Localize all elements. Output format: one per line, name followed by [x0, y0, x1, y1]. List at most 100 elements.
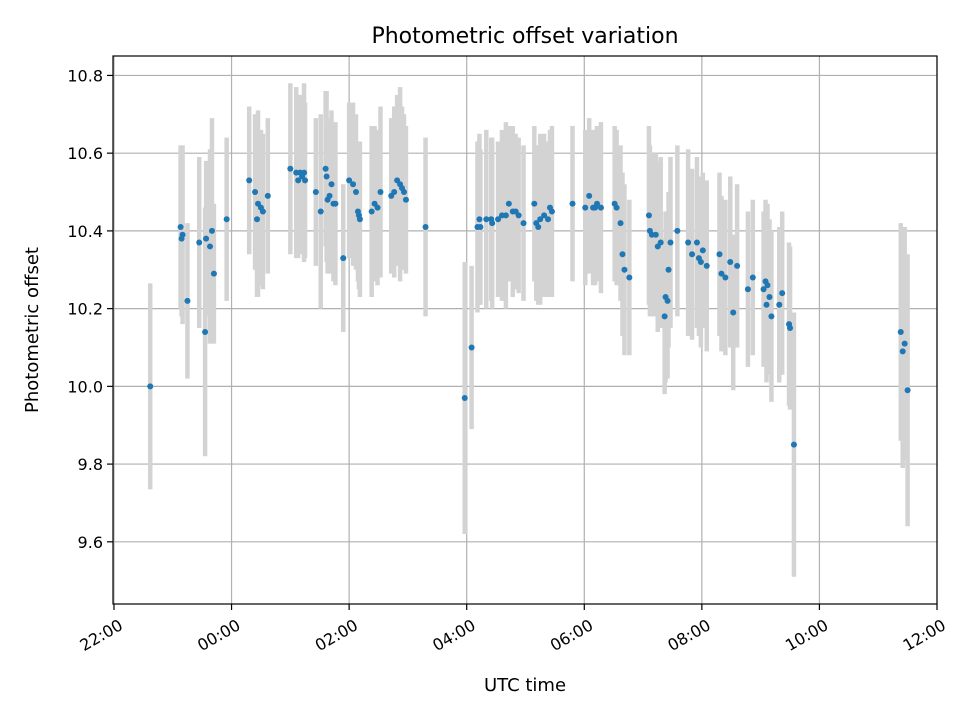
data-point — [537, 216, 544, 223]
data-point — [693, 239, 700, 246]
y-tick-label: 9.8 — [78, 455, 103, 474]
data-point — [400, 189, 407, 196]
data-point — [468, 344, 475, 351]
data-point — [206, 243, 213, 250]
data-point — [326, 192, 333, 199]
data-point — [665, 266, 672, 273]
data-point — [790, 441, 797, 448]
plot-frame — [112, 55, 938, 605]
data-point — [302, 177, 309, 184]
data-point — [621, 266, 628, 273]
data-point — [703, 262, 710, 269]
data-point — [764, 282, 771, 289]
data-point — [184, 297, 191, 304]
data-point — [196, 239, 203, 246]
data-point — [734, 262, 741, 269]
data-point — [489, 220, 496, 227]
data-point — [515, 212, 522, 219]
data-point — [545, 216, 552, 223]
data-point — [246, 177, 253, 184]
data-point — [904, 387, 911, 394]
data-point — [147, 383, 154, 390]
data-point — [697, 258, 704, 265]
data-point — [264, 192, 271, 199]
data-point — [541, 212, 548, 219]
data-point — [202, 328, 209, 335]
data-point — [368, 208, 375, 215]
data-point — [374, 204, 381, 211]
data-point — [350, 181, 357, 188]
data-point — [787, 325, 794, 332]
data-point — [652, 231, 659, 238]
data-point — [177, 224, 184, 231]
data-point — [548, 208, 555, 215]
data-point — [613, 204, 620, 211]
data-point — [716, 251, 723, 258]
data-point — [328, 181, 335, 188]
data-point — [223, 216, 230, 223]
data-point — [619, 251, 626, 258]
data-point — [768, 313, 775, 320]
data-point — [531, 200, 538, 207]
data-point — [179, 231, 186, 238]
data-points — [147, 165, 911, 448]
data-point — [718, 270, 725, 277]
data-point — [722, 274, 729, 281]
data-point — [295, 177, 302, 184]
data-point — [356, 216, 363, 223]
data-point — [505, 200, 512, 207]
data-point — [763, 301, 770, 308]
data-point — [569, 200, 576, 207]
data-point — [340, 255, 347, 262]
data-point — [259, 208, 266, 215]
data-point — [699, 247, 706, 254]
data-point — [645, 212, 652, 219]
data-point — [476, 216, 483, 223]
data-point — [301, 169, 308, 176]
data-point — [661, 313, 668, 320]
data-point — [323, 173, 330, 180]
y-tick-label: 10.8 — [67, 66, 103, 85]
data-point — [626, 274, 633, 281]
data-point — [483, 216, 490, 223]
data-point — [332, 200, 339, 207]
data-point — [391, 189, 398, 196]
data-point — [901, 340, 908, 347]
data-point — [317, 208, 324, 215]
data-point — [322, 165, 329, 172]
data-point — [760, 286, 767, 293]
data-point — [352, 189, 359, 196]
data-point — [254, 216, 261, 223]
data-point — [597, 204, 604, 211]
data-point — [897, 328, 904, 335]
data-point — [667, 239, 674, 246]
data-point — [402, 196, 409, 203]
data-point — [689, 251, 696, 258]
data-point — [422, 224, 429, 231]
y-axis-ticks: 9.6 9.8 10.0 10.2 10.4 10.6 10.8 — [67, 66, 113, 552]
y-tick-label: 10.4 — [67, 222, 103, 241]
data-point — [502, 212, 509, 219]
y-tick-label: 10.0 — [67, 377, 103, 396]
data-point — [586, 192, 593, 199]
y-axis-label: Photometric offset — [22, 247, 43, 413]
y-tick-label: 10.6 — [67, 144, 103, 163]
data-point — [779, 290, 786, 297]
data-point — [208, 227, 215, 234]
data-point — [766, 293, 773, 300]
data-point — [287, 165, 294, 172]
data-point — [477, 224, 484, 231]
data-point — [730, 309, 737, 316]
data-point — [685, 239, 692, 246]
y-tick-label: 10.2 — [67, 300, 103, 319]
data-point — [582, 204, 589, 211]
data-point — [312, 189, 319, 196]
data-point — [657, 239, 664, 246]
data-point — [899, 348, 906, 355]
data-point — [674, 227, 681, 234]
data-point — [520, 220, 527, 227]
x-axis-label: UTC time — [484, 675, 566, 696]
data-point — [749, 274, 756, 281]
